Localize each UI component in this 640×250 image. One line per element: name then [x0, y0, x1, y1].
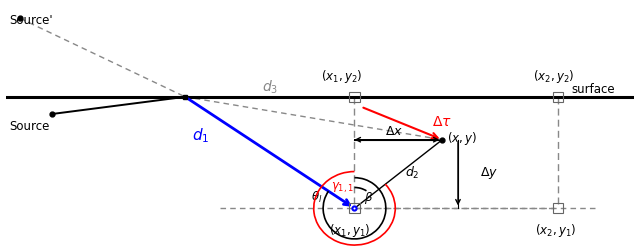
- Text: $(x, y)$: $(x, y)$: [447, 130, 477, 147]
- Text: $d_3$: $d_3$: [262, 78, 278, 96]
- Text: $\Delta y$: $\Delta y$: [480, 165, 498, 181]
- Text: $\Delta x$: $\Delta x$: [385, 126, 403, 138]
- Text: $d_2$: $d_2$: [405, 165, 420, 181]
- Text: Source: Source: [10, 120, 50, 133]
- Text: $(x_1, y_2)$: $(x_1, y_2)$: [321, 68, 363, 84]
- Text: $(x_1, y_1)$: $(x_1, y_1)$: [330, 222, 371, 239]
- Text: Source': Source': [10, 14, 53, 26]
- Text: surface: surface: [571, 83, 615, 96]
- Text: $(x_2, y_1)$: $(x_2, y_1)$: [534, 222, 576, 239]
- Text: $\Delta\tau$: $\Delta\tau$: [431, 115, 452, 129]
- Text: $\beta$: $\beta$: [364, 190, 374, 206]
- Text: $\theta_l$: $\theta_l$: [311, 190, 323, 205]
- Text: $(x_2, y_2)$: $(x_2, y_2)$: [532, 68, 574, 84]
- Text: $d_1$: $d_1$: [192, 127, 209, 146]
- Text: $\gamma_{1,1}$: $\gamma_{1,1}$: [330, 180, 353, 194]
